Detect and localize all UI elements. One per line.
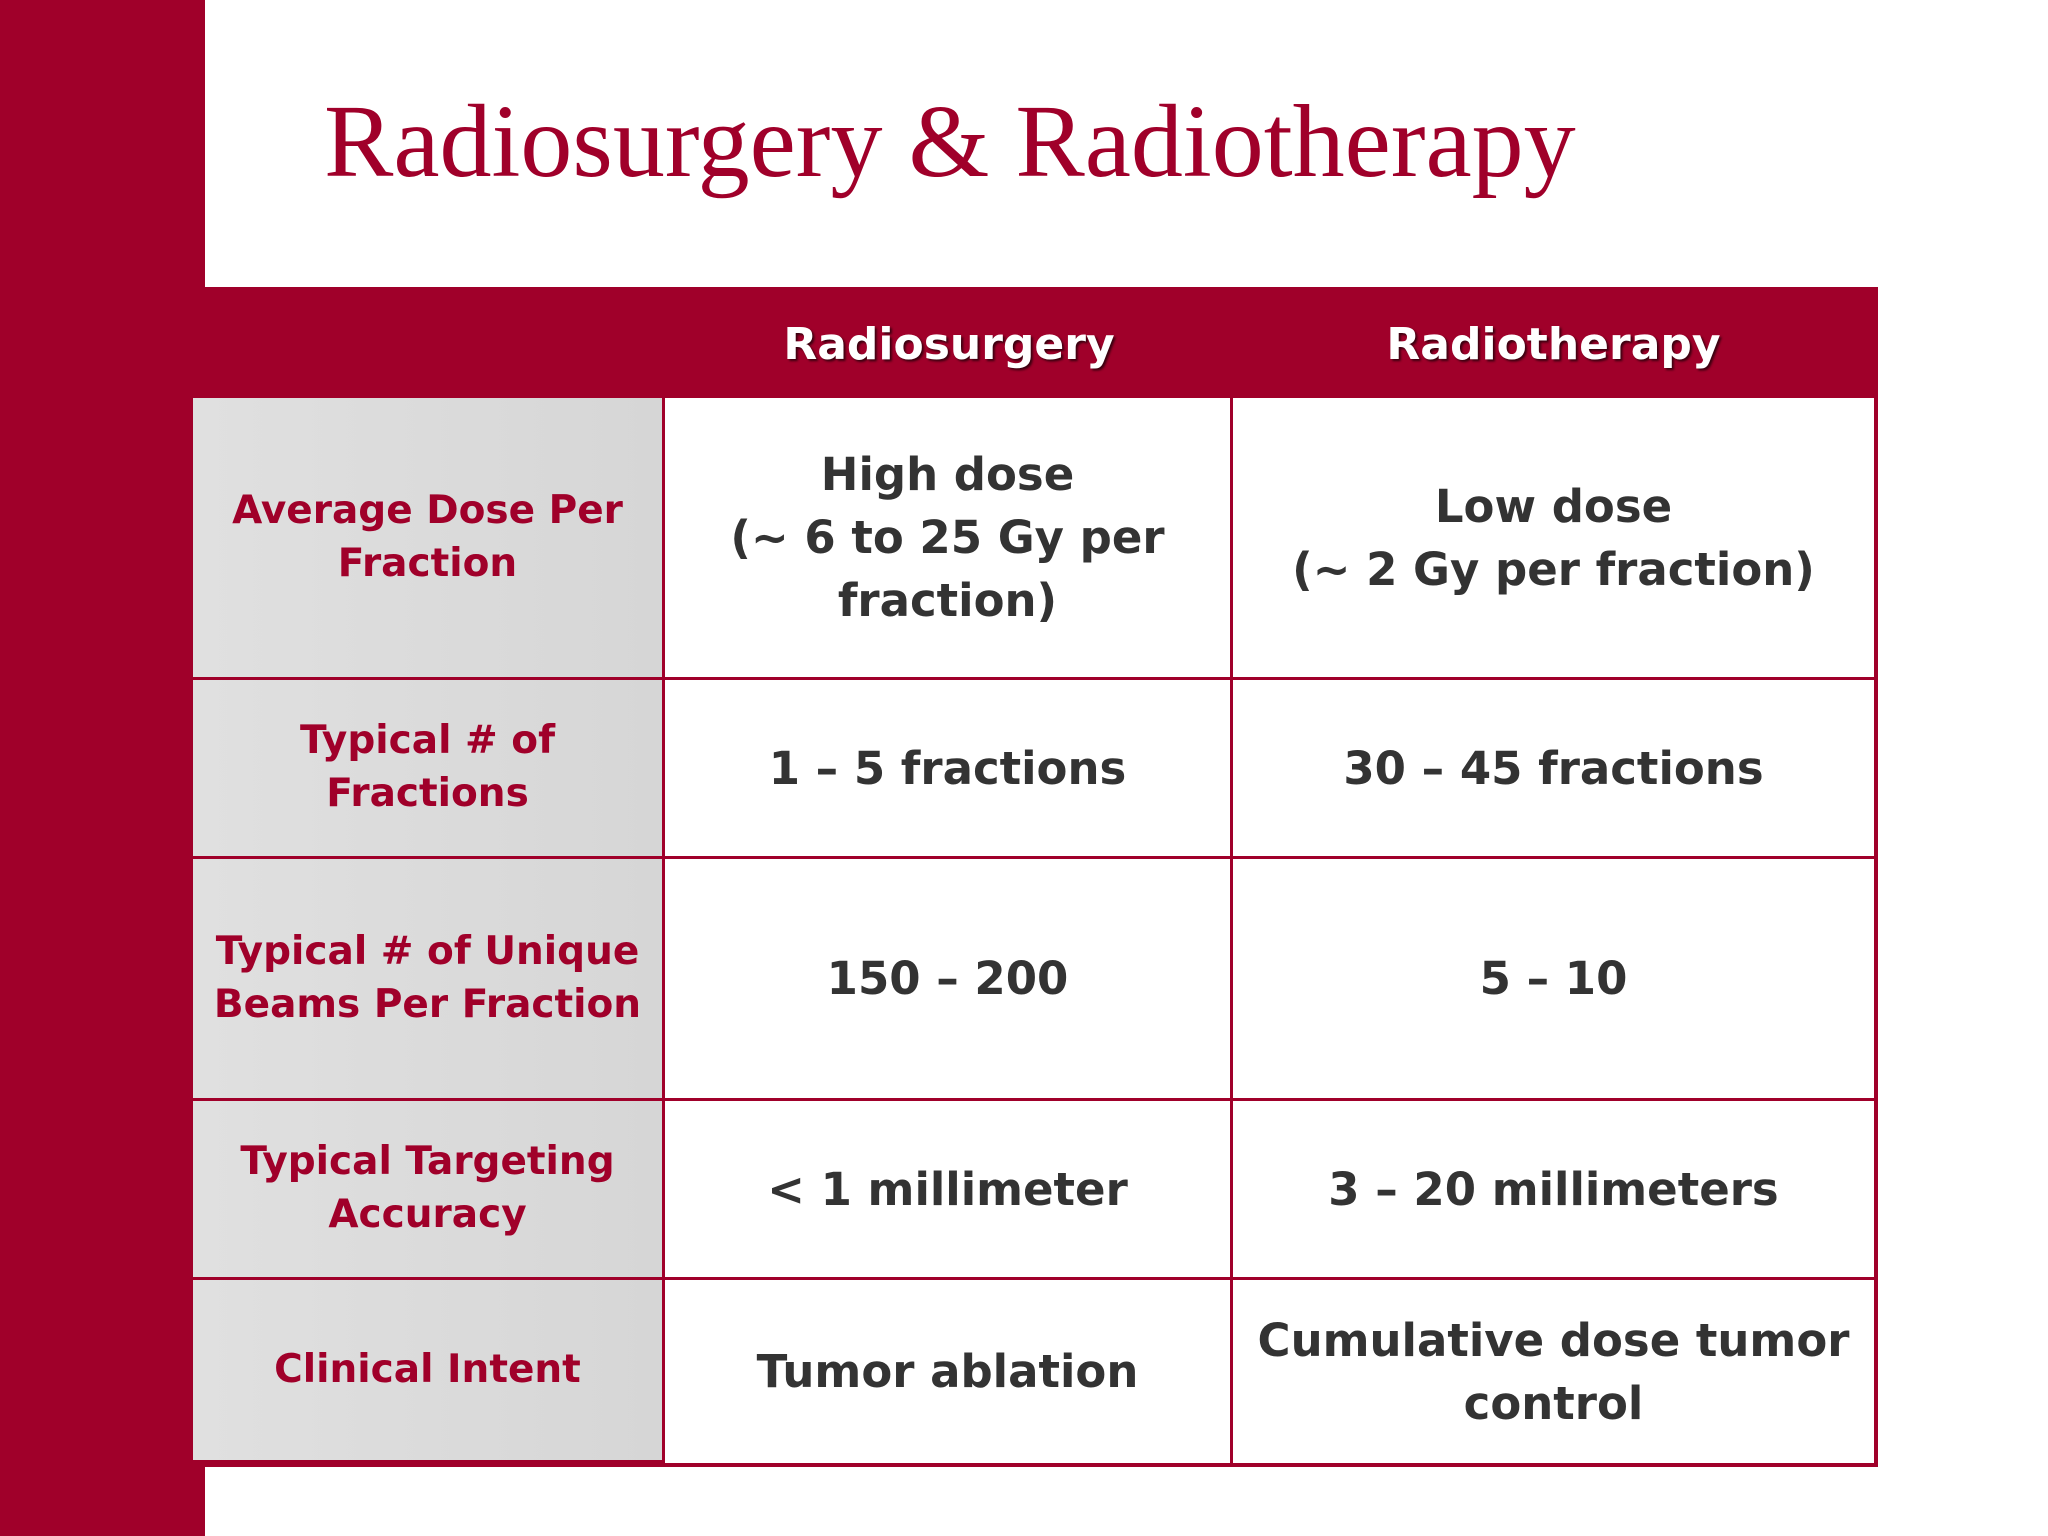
row-label: Average Dose Per Fraction xyxy=(193,398,665,680)
column-header: Radiosurgery xyxy=(783,318,1115,370)
cell-value: High dose (~ 6 to 25 Gy per fraction) xyxy=(665,398,1233,680)
row-label: Clinical Intent xyxy=(193,1280,665,1463)
cell-value: 5 – 10 xyxy=(1233,859,1874,1101)
cell-value: 3 – 20 millimeters xyxy=(1233,1101,1874,1280)
column-header: Radiotherapy xyxy=(1386,318,1721,370)
row-label: Typical # of Unique Beams Per Fraction xyxy=(193,859,665,1101)
row-label: Typical Targeting Accuracy xyxy=(193,1101,665,1280)
cell-value: < 1 millimeter xyxy=(665,1101,1233,1280)
cell-value: Tumor ablation xyxy=(665,1280,1233,1463)
header-band xyxy=(193,291,1874,398)
cell-value: 30 – 45 fractions xyxy=(1233,680,1874,859)
cell-value: 1 – 5 fractions xyxy=(665,680,1233,859)
sidebar xyxy=(0,0,205,1536)
cell-value: 150 – 200 xyxy=(665,859,1233,1101)
comparison-table: Radiosurgery Radiotherapy Average Dose Per… xyxy=(189,287,1878,1467)
row-label: Typical # of Fractions xyxy=(193,680,665,859)
slide-title: Radiosurgery & Radiotherapy xyxy=(324,84,1576,199)
cell-value: Cumulative dose tumor control xyxy=(1257,1313,1850,1430)
cell-value: Low dose (~ 2 Gy per fraction) xyxy=(1233,398,1874,680)
